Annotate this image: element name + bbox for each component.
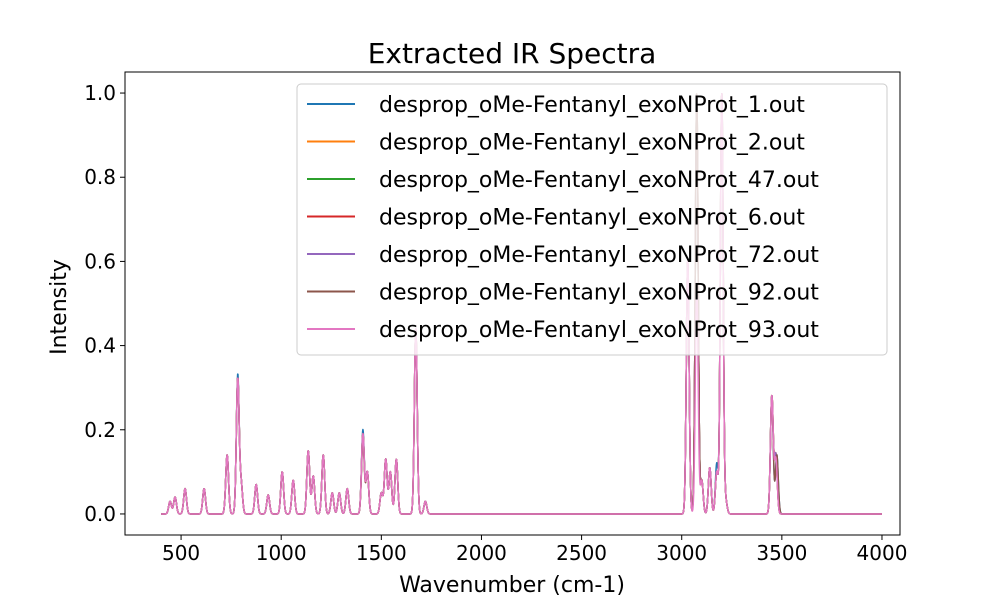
x-tick-label: 4000	[857, 541, 908, 565]
y-tick-label: 1.0	[84, 81, 116, 105]
x-tick-label: 1500	[356, 541, 407, 565]
axes-frame	[124, 71, 901, 536]
y-tick-label: 0.4	[84, 334, 116, 358]
plot-area	[160, 93, 883, 515]
legend: desprop_oMe-Fentanyl_exoNProt_1.outdespr…	[296, 83, 888, 356]
legend-entry-4: desprop_oMe-Fentanyl_exoNProt_6.out	[379, 206, 805, 231]
y-tick-label: 0.0	[84, 502, 116, 526]
legend-entry-2: desprop_oMe-Fentanyl_exoNProt_2.out	[379, 131, 805, 156]
x-tick-label: 2500	[556, 541, 607, 565]
legend-entry-5: desprop_oMe-Fentanyl_exoNProt_72.out	[379, 243, 819, 268]
y-axis-label: Intensity	[47, 259, 72, 355]
axes: 500 1000 1500 2000 2500 3000 3500 4000 0.0 0.2 0.4…	[84, 71, 908, 565]
legend-box	[296, 83, 888, 356]
x-tick-label: 3000	[656, 541, 707, 565]
x-axis-label: Wavenumber (cm-1)	[399, 573, 625, 598]
legend-entry-7: desprop_oMe-Fentanyl_exoNProt_93.out	[379, 318, 819, 343]
y-tick-label: 0.8	[84, 165, 116, 189]
x-tick-label: 1000	[256, 541, 307, 565]
y-tick-label: 0.6	[84, 249, 116, 273]
x-tick-label: 3500	[756, 541, 807, 565]
spectrum-line-7	[160, 93, 883, 515]
legend-entry-1: desprop_oMe-Fentanyl_exoNProt_1.out	[379, 93, 805, 118]
legend-entry-3: desprop_oMe-Fentanyl_exoNProt_47.out	[379, 168, 819, 193]
legend-entry-6: desprop_oMe-Fentanyl_exoNProt_92.out	[379, 281, 819, 306]
y-tick-label: 0.2	[84, 418, 116, 442]
x-tick-label: 2000	[456, 541, 507, 565]
x-tick-label: 500	[162, 541, 200, 565]
chart-title: Extracted IR Spectra	[368, 37, 657, 70]
